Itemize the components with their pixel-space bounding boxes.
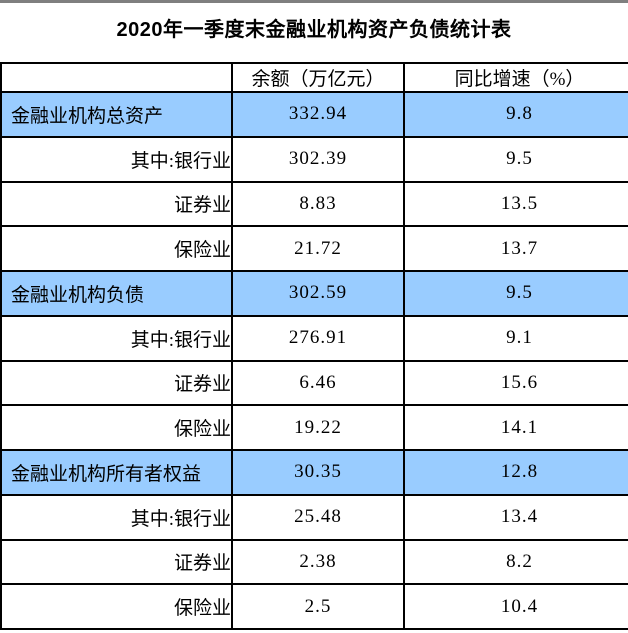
row-label: 保险业 <box>0 404 233 451</box>
growth-cell: 9.1 <box>403 314 628 362</box>
growth-cell: 13.7 <box>403 225 628 272</box>
row-label: 其中:银行业 <box>0 135 233 183</box>
growth-cell: 13.4 <box>403 493 628 541</box>
label-column-header <box>0 62 233 93</box>
row-label: 金融业机构负债 <box>0 270 233 317</box>
table-row: 金融业机构所有者权益 30.35 12.8 <box>0 449 628 496</box>
growth-cell: 14.1 <box>403 404 628 451</box>
balance-cell: 6.46 <box>231 359 405 407</box>
page-title: 2020年一季度末金融业机构资产负债统计表 <box>116 19 512 41</box>
table-row: 保险业 19.22 14.1 <box>0 404 628 451</box>
table-row: 其中:银行业 25.48 13.4 <box>0 493 628 541</box>
growth-cell: 15.6 <box>403 359 628 407</box>
table-row: 证券业 2.38 8.2 <box>0 538 628 586</box>
row-label: 保险业 <box>0 583 233 630</box>
balance-cell: 276.91 <box>231 314 405 362</box>
balance-cell: 21.72 <box>231 225 405 272</box>
header-row: 余额（万亿元） 同比增速（%） <box>0 62 628 93</box>
growth-cell: 8.2 <box>403 538 628 586</box>
balance-cell: 302.59 <box>231 270 405 317</box>
table-row: 证券业 8.83 13.5 <box>0 180 628 228</box>
table-row: 保险业 21.72 13.7 <box>0 225 628 272</box>
stats-table: 余额（万亿元） 同比增速（%） 金融业机构总资产 332.94 9.8 其中:银… <box>0 62 628 630</box>
balance-cell: 19.22 <box>231 404 405 451</box>
row-label: 其中:银行业 <box>0 493 233 541</box>
balance-column-header: 余额（万亿元） <box>231 62 405 93</box>
growth-cell: 9.5 <box>403 270 628 317</box>
balance-cell: 8.83 <box>231 180 405 228</box>
balance-cell: 332.94 <box>231 91 405 138</box>
top-border-line <box>0 0 628 3</box>
growth-cell: 9.5 <box>403 135 628 183</box>
table-row: 其中:银行业 302.39 9.5 <box>0 135 628 183</box>
growth-cell: 10.4 <box>403 583 628 630</box>
balance-cell: 2.38 <box>231 538 405 586</box>
balance-cell: 302.39 <box>231 135 405 183</box>
balance-cell: 25.48 <box>231 493 405 541</box>
balance-cell: 30.35 <box>231 449 405 496</box>
row-label: 证券业 <box>0 538 233 586</box>
table-row: 保险业 2.5 10.4 <box>0 583 628 630</box>
row-label: 金融业机构总资产 <box>0 91 233 138</box>
table-row: 证券业 6.46 15.6 <box>0 359 628 407</box>
table-row: 其中:银行业 276.91 9.1 <box>0 314 628 362</box>
row-label: 其中:银行业 <box>0 314 233 362</box>
growth-cell: 13.5 <box>403 180 628 228</box>
balance-cell: 2.5 <box>231 583 405 630</box>
table-row: 金融业机构负债 302.59 9.5 <box>0 270 628 317</box>
table-body: 金融业机构总资产 332.94 9.8 其中:银行业 302.39 9.5 证券… <box>0 91 628 630</box>
growth-column-header: 同比增速（%） <box>403 62 628 93</box>
row-label: 金融业机构所有者权益 <box>0 449 233 496</box>
growth-cell: 9.8 <box>403 91 628 138</box>
growth-cell: 12.8 <box>403 449 628 496</box>
row-label: 证券业 <box>0 359 233 407</box>
table-row: 金融业机构总资产 332.94 9.8 <box>0 91 628 138</box>
row-label: 证券业 <box>0 180 233 228</box>
row-label: 保险业 <box>0 225 233 272</box>
